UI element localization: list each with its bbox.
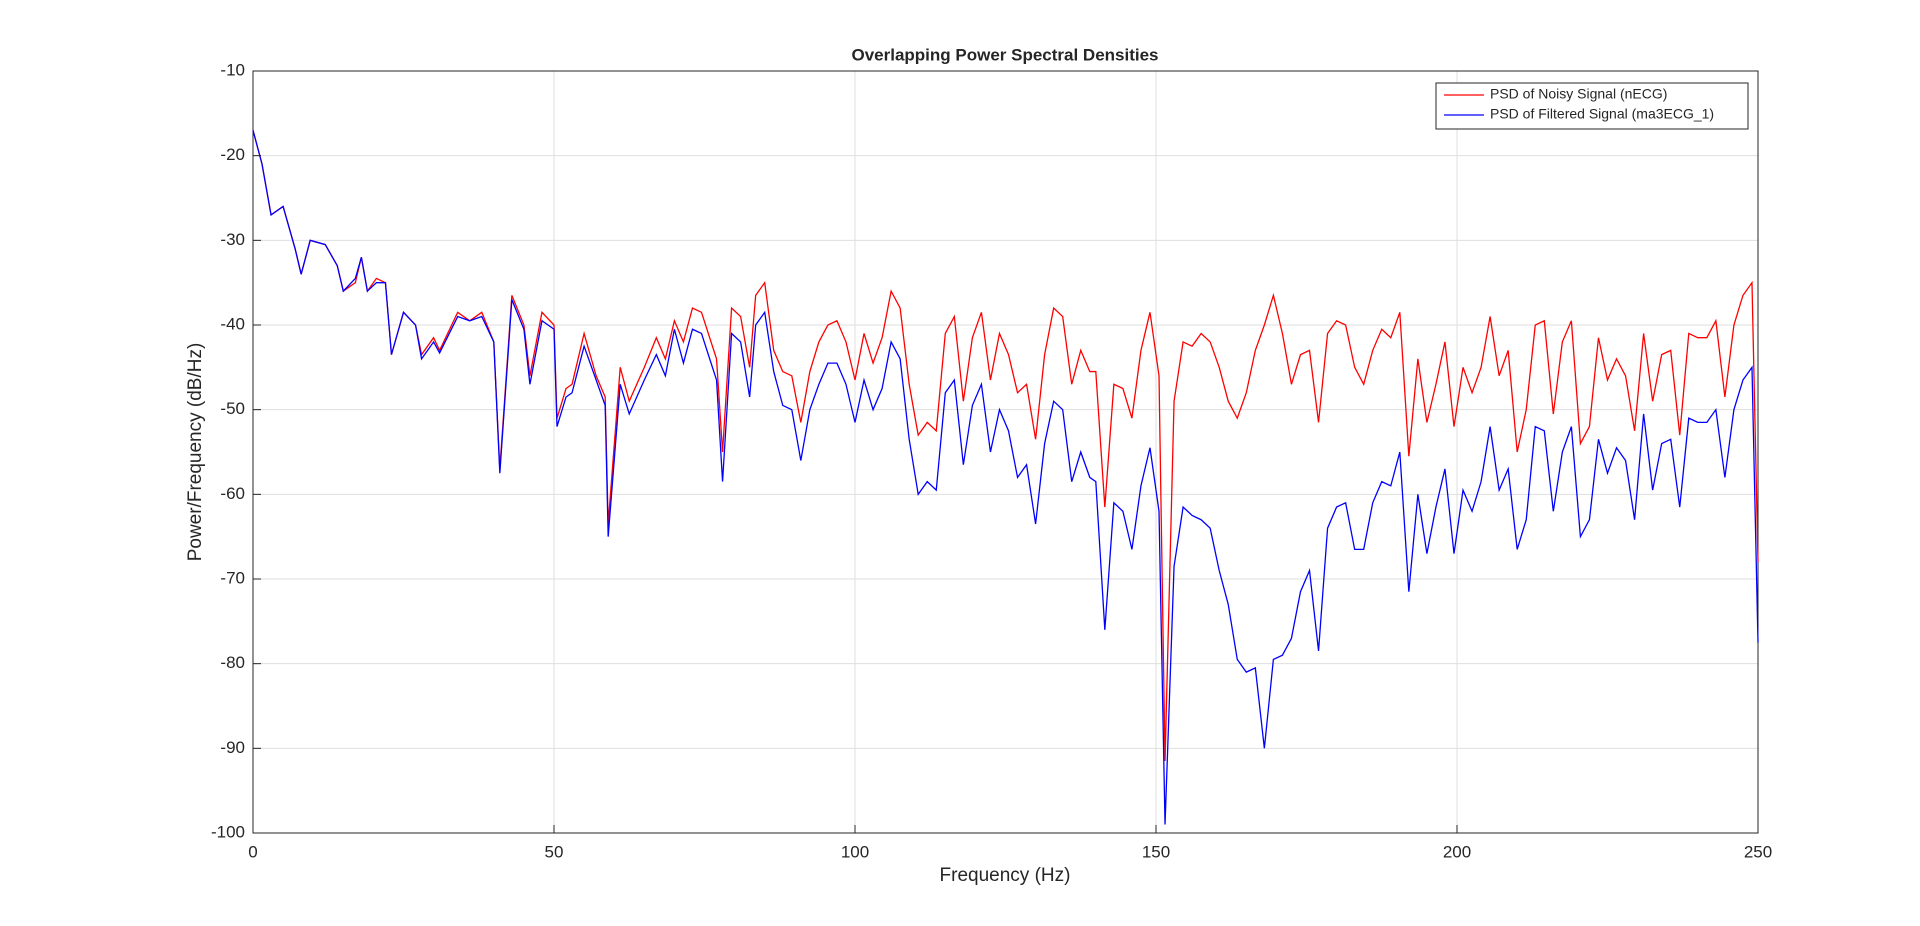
chart-title: Overlapping Power Spectral Densities <box>851 45 1158 64</box>
y-tick-label: -20 <box>220 145 245 164</box>
plot-frame <box>252 70 1759 834</box>
y-tick-label: -80 <box>220 653 245 672</box>
legend-box <box>1435 82 1749 130</box>
y-tick-label: -30 <box>220 230 245 249</box>
x-axis-label: Frequency (Hz) <box>940 865 1071 886</box>
x-tick-label: 50 <box>545 842 564 861</box>
legend-label: PSD of Filtered Signal (ma3ECG_1) <box>1490 106 1714 122</box>
series-line <box>252 130 1759 825</box>
y-tick-label: -40 <box>220 314 245 333</box>
y-tick-label: -50 <box>220 399 245 418</box>
x-tick-label: 250 <box>1744 842 1772 861</box>
y-tick-label: -90 <box>220 738 245 757</box>
y-tick-label: -60 <box>220 484 245 503</box>
x-tick-label: 200 <box>1443 842 1471 861</box>
x-tick-label: 0 <box>248 842 257 861</box>
y-tick-label: -10 <box>220 60 245 79</box>
y-axis-label: Power/Frequency (dB/Hz) <box>185 343 206 562</box>
legend-label: PSD of Noisy Signal (nECG) <box>1490 86 1667 102</box>
y-tick-label: -100 <box>211 822 245 841</box>
y-tick-label: -70 <box>220 568 245 587</box>
x-tick-label: 150 <box>1142 842 1170 861</box>
x-tick-label: 100 <box>841 842 869 861</box>
